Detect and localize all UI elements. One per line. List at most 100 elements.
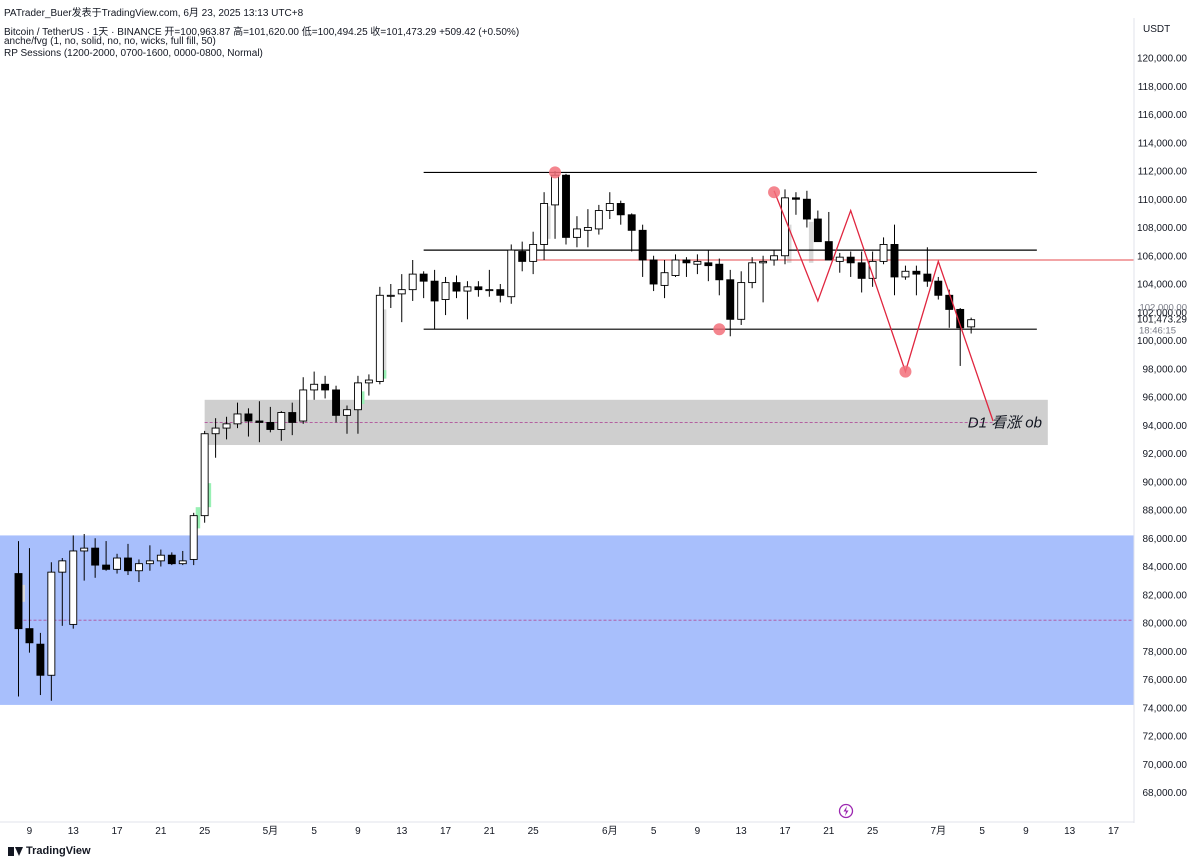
candle-body (682, 259, 691, 264)
time-tick-label: 5月 (263, 825, 279, 837)
price-tick-label: 88,000.00 (1143, 506, 1188, 517)
candle-body (583, 227, 592, 231)
candle-body (485, 289, 494, 292)
indicator-legend-sessions[interactable]: RP Sessions (1200-2000, 0700-1600, 0000-… (4, 48, 263, 59)
price-tick-label: 70,000.00 (1143, 760, 1188, 771)
candle-body (759, 260, 768, 264)
candle-body (496, 289, 505, 296)
price-tick-label: 84,000.00 (1143, 562, 1188, 573)
price-tick-label: 68,000.00 (1143, 788, 1188, 799)
candle-body (113, 557, 122, 570)
candle-body (671, 259, 680, 276)
pivot-marker (899, 365, 912, 378)
time-tick-label: 13 (396, 826, 408, 837)
candle-body (124, 557, 132, 572)
zone-label: D1 看涨 ob (968, 414, 1042, 431)
candle-body (332, 389, 340, 416)
candle-body (868, 260, 877, 279)
price-tick-label: 86,000.00 (1143, 534, 1188, 545)
candle-body (693, 260, 702, 265)
price-tick-label: 120,000.00 (1137, 54, 1187, 65)
time-tick-label: 25 (867, 826, 879, 837)
price-tick-label: 100,000.00 (1137, 336, 1187, 347)
candle-body (627, 214, 636, 231)
candle-body (145, 560, 154, 565)
candle-body (364, 379, 373, 384)
countdown-label: 18:46:15 (1139, 326, 1176, 337)
candle-body (91, 547, 100, 566)
fvg-mark (808, 221, 814, 263)
symbol-legend[interactable]: Bitcoin / TetherUS · 1天 · BINANCE 开=100,… (4, 27, 520, 38)
candle-body (562, 174, 570, 238)
indicator-legend-fvg[interactable]: anche/fvg (1, no, solid, no, no, wicks, … (4, 36, 216, 47)
candle-body (518, 251, 527, 262)
time-tick-label: 17 (1108, 826, 1120, 837)
candle-body (715, 263, 724, 281)
price-tick-label: 104,000.00 (1137, 280, 1187, 291)
candle-body (189, 515, 198, 560)
candle-body (288, 412, 297, 423)
price-tick-label: 94,000.00 (1143, 421, 1188, 432)
candle-body (211, 427, 220, 435)
tradingview-brand: TradingView (26, 845, 91, 857)
candle-body (781, 197, 789, 257)
lightning-icon[interactable] (838, 803, 854, 819)
price-tick-label: 114,000.00 (1138, 138, 1188, 149)
candle-body (616, 203, 625, 216)
price-axis: 68,000.00 70,000.00 72,000.00 74,000.00 76,0… (1137, 54, 1187, 800)
candle-body (748, 262, 757, 284)
candle-body (222, 423, 231, 429)
time-axis: 9 13 17 21 25 5月 5 9 13 17 21 25 6月 5 9 13 17 21 25 7月 5 9 13 1… (27, 825, 1120, 837)
tradingview-logo-icon (8, 846, 23, 856)
time-tick-label: 13 (736, 826, 748, 837)
candle-body (452, 282, 461, 292)
candle-body (551, 174, 559, 206)
candle-body (857, 262, 866, 279)
candle-body (967, 319, 976, 328)
candle-body (660, 272, 669, 286)
time-tick-label: 9 (695, 826, 701, 837)
candle-body (792, 197, 800, 200)
candle-body (956, 308, 965, 329)
candle-body (912, 270, 921, 275)
candle-body (770, 255, 778, 261)
candle-body (726, 279, 735, 320)
candle-body (474, 286, 483, 291)
time-tick-label: 17 (111, 826, 123, 837)
candle-body (573, 228, 581, 238)
candle-body (507, 249, 516, 298)
price-tick-label: 92,000.00 (1143, 449, 1188, 460)
time-tick-label: 13 (1064, 826, 1076, 837)
price-tick-label: 74,000.00 (1143, 703, 1188, 714)
candle-body (25, 628, 34, 644)
pivot-marker (768, 186, 781, 199)
price-tick-label: 82,000.00 (1143, 590, 1188, 601)
fvg-mark (20, 584, 25, 602)
candle-body (649, 259, 658, 285)
price-tick-label: 108,000.00 (1137, 223, 1187, 234)
candle-body (386, 294, 395, 297)
candle-body (178, 560, 187, 565)
candle-body (47, 571, 56, 676)
time-tick-label: 6月 (602, 825, 618, 837)
price-tick-label: 78,000.00 (1143, 647, 1188, 658)
projection-zigzag (773, 190, 994, 422)
fvg-mark (787, 224, 792, 263)
candle-body (737, 282, 746, 320)
price-tick-label: 102,000.00 (1137, 308, 1187, 319)
fvg-mark (206, 483, 212, 508)
price-tick-label: 80,000.00 (1143, 619, 1188, 630)
candle-body (529, 243, 538, 262)
candle-body (441, 282, 450, 300)
candle-body (704, 262, 713, 267)
currency-label[interactable]: USDT (1143, 24, 1171, 35)
time-tick-label: 21 (155, 826, 167, 837)
zones-layer (0, 206, 1135, 705)
candle-body (802, 198, 811, 220)
candle-body (419, 273, 428, 282)
tradingview-footer[interactable]: TradingView (8, 845, 91, 857)
candle-body (540, 203, 549, 245)
candle-body (813, 218, 822, 243)
time-tick-label: 21 (823, 826, 835, 837)
